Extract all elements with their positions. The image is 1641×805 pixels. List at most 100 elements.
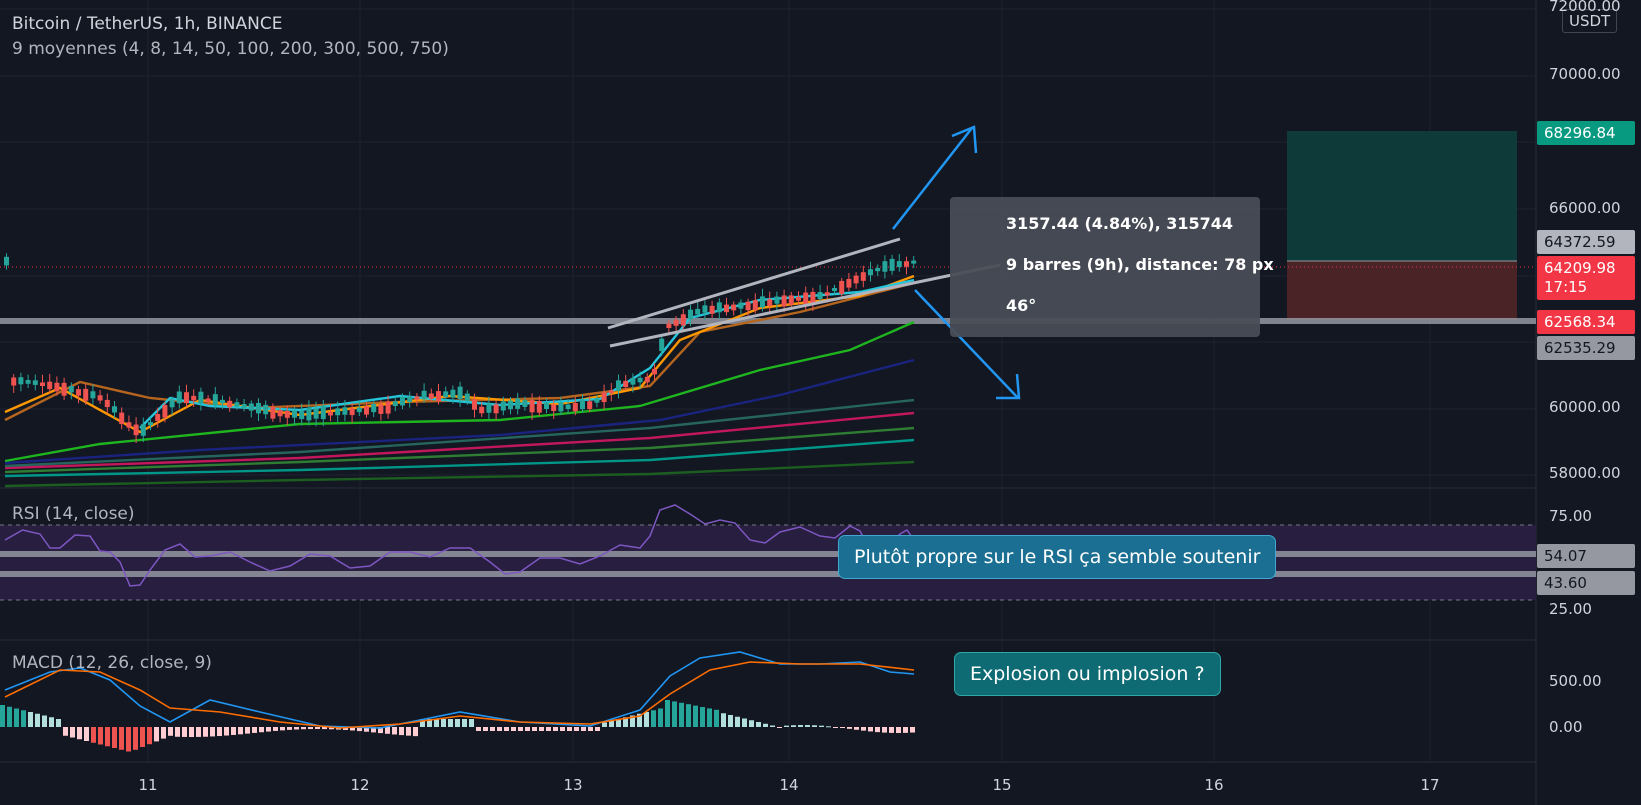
- macd-histogram-bar: [784, 725, 789, 727]
- moving-average-line: [4, 281, 915, 422]
- candle: [450, 389, 456, 398]
- macd-histogram-bar: [294, 727, 299, 730]
- candle: [256, 402, 261, 414]
- macd-histogram-bar: [616, 719, 621, 727]
- candle: [896, 261, 902, 268]
- candle: [25, 380, 31, 384]
- rsi-level-label: 54.07: [1537, 544, 1635, 568]
- rsi-annotation[interactable]: Plutôt propre sur le RSI ça semble soute…: [838, 535, 1277, 579]
- candle: [601, 392, 607, 403]
- candle: [126, 422, 132, 428]
- candle: [68, 386, 74, 393]
- macd-histogram-bar: [49, 717, 54, 727]
- candle: [212, 394, 218, 406]
- macd-histogram-bar: [266, 727, 271, 732]
- rsi-band: [0, 525, 1536, 600]
- macd-histogram-bar: [91, 727, 96, 743]
- candle: [688, 309, 693, 320]
- macd-histogram-bar: [343, 727, 348, 730]
- macd-histogram-bar: [644, 712, 649, 727]
- candle: [436, 391, 441, 402]
- candle: [508, 400, 513, 410]
- candle: [90, 391, 96, 399]
- macd-histogram-bar: [434, 719, 439, 727]
- macd-annotation[interactable]: Explosion ou implosion ?: [954, 652, 1221, 696]
- symbol-title: Bitcoin / TetherUS, 1h, BINANCE: [12, 14, 283, 34]
- breakout-arrow: [892, 127, 973, 230]
- macd-histogram-bar: [413, 727, 418, 737]
- macd-histogram-bar: [350, 727, 355, 731]
- macd-histogram-bar: [14, 708, 19, 727]
- target-price-label: 68296.84: [1537, 121, 1635, 145]
- candle: [356, 407, 362, 413]
- macd-histogram-bar: [609, 720, 614, 727]
- macd-histogram-bar: [287, 727, 292, 730]
- candle: [493, 404, 499, 414]
- candle: [832, 287, 837, 292]
- candle: [335, 408, 341, 416]
- macd-title[interactable]: MACD (12, 26, close, 9): [12, 653, 212, 673]
- candle: [846, 278, 852, 288]
- macd-histogram-bar: [840, 727, 845, 728]
- wedge-upper-line: [607, 237, 901, 330]
- candle: [162, 405, 168, 418]
- price-tick: 66000.00: [1549, 199, 1621, 217]
- macd-histogram-bar: [651, 710, 656, 727]
- macd-histogram-bar: [7, 706, 12, 727]
- macd-histogram-bar: [749, 720, 754, 727]
- position-loss-zone: [1287, 261, 1517, 320]
- rsi-level-label: 43.60: [1537, 571, 1635, 595]
- macd-histogram-bar: [672, 701, 677, 727]
- macd-histogram-bar: [315, 727, 320, 730]
- candle: [853, 275, 859, 284]
- candle: [760, 296, 765, 308]
- currency-selector[interactable]: USDT: [1562, 9, 1618, 33]
- macd-histogram-bar: [105, 727, 110, 747]
- macd-histogram-bar: [833, 727, 838, 728]
- candle: [644, 376, 650, 383]
- macd-histogram-bar: [525, 727, 530, 731]
- candle: [104, 399, 110, 408]
- candle: [911, 260, 917, 264]
- candle: [155, 414, 161, 421]
- macd-histogram-bar: [0, 705, 5, 727]
- candle: [652, 368, 657, 375]
- candle: [486, 403, 492, 413]
- candle: [572, 403, 578, 412]
- measure-change: 3157.44 (4.84%), 315744: [1006, 214, 1234, 233]
- time-tick: 14: [779, 776, 799, 794]
- indicator-legend[interactable]: 9 moyennes (4, 8, 14, 50, 100, 200, 300,…: [12, 39, 449, 59]
- macd-histogram-bar: [203, 727, 208, 737]
- macd-histogram-bar: [560, 727, 565, 731]
- macd-histogram-bar: [448, 719, 453, 727]
- rsi-title[interactable]: RSI (14, close): [12, 504, 135, 524]
- macd-histogram-bar: [217, 727, 222, 737]
- measure-angle: 46°: [1006, 296, 1037, 315]
- macd-histogram-bar: [770, 725, 775, 727]
- time-tick: 15: [992, 776, 1012, 794]
- time-tick: 11: [138, 776, 158, 794]
- candle: [666, 323, 672, 329]
- macd-histogram-bar: [728, 715, 733, 727]
- macd-histogram-bar: [469, 719, 474, 727]
- candle: [234, 402, 240, 407]
- macd-histogram-bar: [35, 713, 40, 727]
- candle: [292, 410, 297, 418]
- candle: [400, 396, 405, 406]
- macd-histogram-bar: [420, 719, 425, 727]
- candle: [594, 398, 600, 403]
- macd-histogram-bar: [665, 700, 670, 727]
- macd-histogram-bar: [763, 723, 768, 727]
- macd-histogram-bar: [490, 727, 495, 731]
- macd-histogram-bar: [637, 713, 642, 727]
- candle: [529, 400, 535, 413]
- macd-histogram-bar: [133, 727, 138, 750]
- macd-histogram-bar: [539, 727, 544, 731]
- candle: [148, 422, 153, 426]
- macd-histogram-bar: [707, 708, 712, 727]
- macd-tick: 0.00: [1549, 718, 1583, 736]
- macd-histogram-bar: [329, 727, 334, 730]
- candle: [32, 380, 38, 385]
